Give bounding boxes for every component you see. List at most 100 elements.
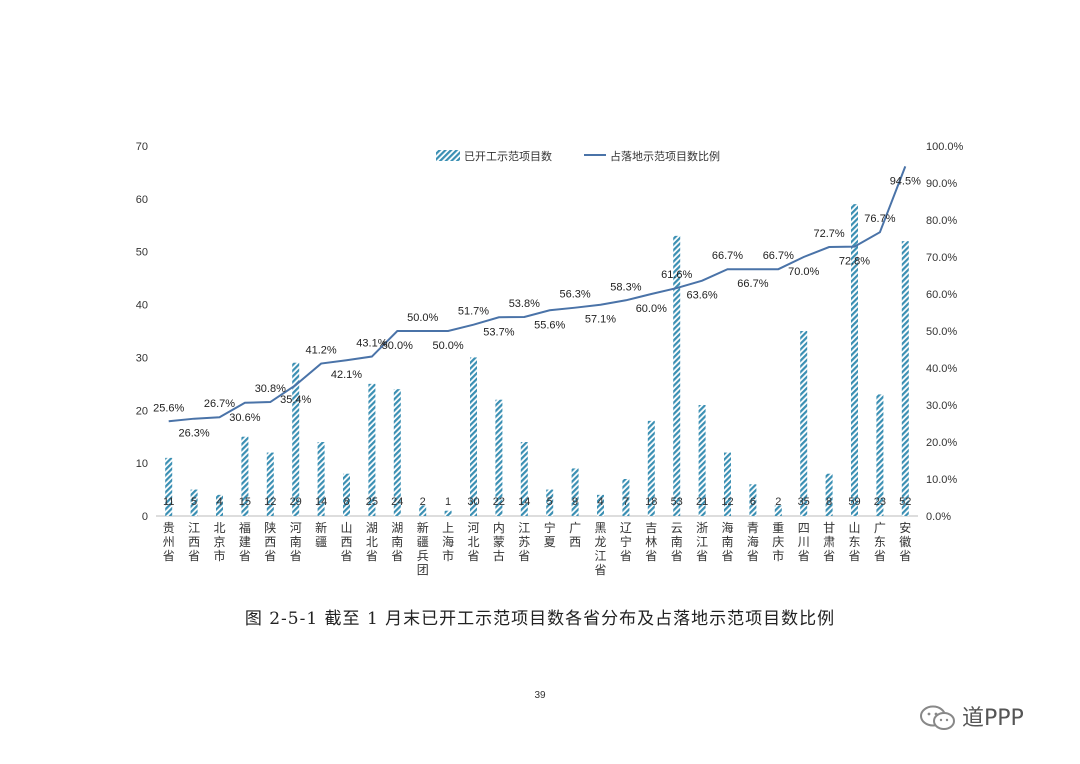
bar-value-label: 5: [191, 496, 197, 508]
bar-value-label: 25: [366, 496, 378, 508]
bar-value-label: 14: [315, 496, 327, 508]
line-value-label: 57.1%: [585, 314, 616, 326]
y-left-tick-label: 0: [142, 511, 148, 523]
y-right-tick-label: 20.0%: [926, 437, 957, 449]
x-tick-label: 甘肃省: [823, 521, 835, 563]
x-tick-label: 河南省: [290, 521, 302, 563]
x-tick-label: 内蒙古: [493, 521, 505, 563]
y-right-tick-label: 60.0%: [926, 289, 957, 301]
y-right-tick-label: 0.0%: [926, 511, 951, 523]
bar: [749, 484, 757, 516]
y-right-tick-label: 10.0%: [926, 474, 957, 486]
bar: [622, 479, 630, 516]
bar-value-label: 2: [420, 496, 426, 508]
x-tick-label: 上海市: [442, 521, 454, 563]
bar-value-label: 5: [547, 496, 553, 508]
x-tick-label: 浙江省: [696, 521, 708, 563]
bar-value-label: 59: [848, 496, 860, 508]
bar: [165, 457, 173, 516]
x-tick-label: 广东省: [874, 521, 886, 563]
bar: [419, 505, 427, 516]
y-left-tick-label: 20: [136, 405, 148, 417]
bar-value-label: 21: [696, 496, 708, 508]
bar: [876, 394, 884, 516]
bar: [825, 473, 833, 516]
bar-value-label: 29: [290, 496, 302, 508]
y-right-tick-label: 80.0%: [926, 215, 957, 227]
x-tick-label: 吉林省: [645, 521, 657, 563]
legend: 已开工示范项目数 占落地示范项目数比例: [436, 149, 720, 163]
x-tick-label: 山西省: [340, 521, 352, 563]
line-value-label: 55.6%: [534, 319, 565, 331]
bar: [901, 241, 909, 516]
page-number: 39: [534, 690, 546, 701]
y-right-tick-label: 30.0%: [926, 400, 957, 412]
x-tick-label: 海南省: [721, 520, 733, 563]
line-value-label: 61.6%: [661, 269, 692, 281]
bar: [317, 442, 325, 516]
x-tick-label: 北京市: [213, 521, 225, 563]
line-value-label: 72.8%: [839, 256, 870, 268]
bar-value-label: 23: [874, 496, 886, 508]
x-tick-label: 黑龙江省: [594, 521, 606, 577]
x-tick-label: 江西省: [188, 521, 200, 563]
legend-bar-label: 已开工示范项目数: [464, 149, 552, 163]
bar-value-label: 4: [597, 496, 603, 508]
line-value-label: 30.6%: [229, 412, 260, 424]
bar: [216, 494, 223, 516]
legend-bar-swatch: [436, 150, 460, 161]
bar-value-label: 4: [216, 496, 222, 508]
bar-value-label: 12: [264, 496, 276, 508]
bar-value-label: 15: [239, 496, 251, 508]
y-right-tick-label: 70.0%: [926, 252, 957, 264]
line-value-label: 53.8%: [509, 298, 540, 310]
line-value-label: 43.1%: [356, 338, 387, 350]
x-tick-label: 湖北省: [366, 520, 378, 563]
y-left-tick-label: 30: [136, 352, 148, 364]
line-value-label: 25.6%: [153, 402, 184, 414]
bar: [698, 405, 706, 516]
wechat-icon: [920, 705, 955, 730]
line-value-label: 30.8%: [255, 383, 286, 395]
bar: [647, 420, 655, 516]
line-value-label: 53.7%: [483, 326, 514, 338]
watermark-text: 道PPP: [962, 706, 1024, 731]
bar-value-label: 18: [645, 496, 657, 508]
x-tick-label: 重庆市: [772, 521, 784, 563]
line-value-label: 42.1%: [331, 369, 362, 381]
x-tick-label: 辽宁省: [620, 521, 632, 563]
bar: [673, 235, 681, 516]
y-left-tick-label: 10: [136, 458, 148, 470]
chart: 已开工示范项目数 占落地示范项目数比例 0 10 20 30 40 50 60 70 0.0% 1…: [136, 141, 964, 577]
watermark: 道PPP: [918, 700, 1068, 734]
x-tick-label: 新疆: [315, 520, 327, 549]
bar-value-label: 24: [391, 496, 403, 508]
line-value-label: 63.6%: [686, 290, 717, 302]
bar: [266, 452, 274, 516]
legend-line-label: 占落地示范项目数比例: [610, 149, 720, 163]
line-value-label: 51.7%: [458, 306, 489, 318]
x-tick-label: 四川省: [798, 521, 810, 563]
bar-value-label: 30: [467, 496, 479, 508]
line-value-label: 56.3%: [559, 289, 590, 301]
x-tick-label: 江苏省: [518, 521, 530, 563]
x-tick-label: 陕西省: [264, 520, 276, 563]
x-tick-label: 安徽省: [899, 520, 911, 563]
bar: [470, 357, 477, 516]
line-value-label: 58.3%: [610, 281, 641, 293]
bar-value-label: 52: [899, 496, 911, 508]
bar: [368, 383, 376, 516]
bar-value-label: 53: [671, 496, 683, 508]
line-value-label: 94.5%: [890, 175, 921, 187]
x-tick-label: 福建省: [239, 520, 251, 563]
ratio-line: [168, 165, 907, 423]
bar: [444, 510, 452, 516]
line-value-label: 72.7%: [813, 228, 844, 240]
figure-caption: 图 2-5-1 截至 1 月末已开工示范项目数各省分布及占落地示范项目数比例: [244, 609, 836, 629]
bar: [292, 362, 300, 516]
bar: [343, 473, 350, 516]
line-value-label: 35.4%: [280, 394, 311, 406]
bar: [597, 494, 604, 516]
bar-value-label: 22: [493, 496, 505, 508]
x-tick-label: 青海省: [747, 521, 759, 563]
